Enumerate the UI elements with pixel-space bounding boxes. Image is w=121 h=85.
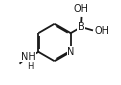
Text: N: N [67,47,74,57]
Text: OH: OH [73,4,88,14]
Text: H: H [27,62,33,71]
Text: NH: NH [21,52,35,62]
Text: OH: OH [95,26,110,36]
Text: B: B [78,22,84,32]
